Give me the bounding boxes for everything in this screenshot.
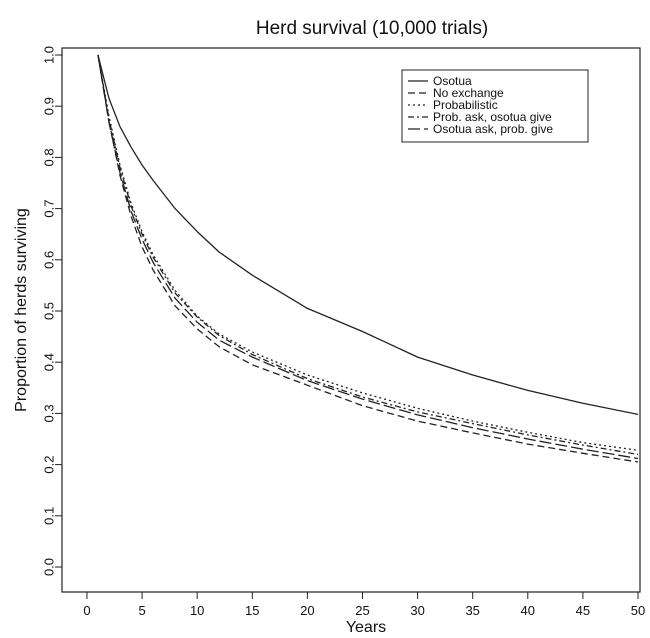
legend-label: Probabilistic <box>433 98 498 112</box>
axes: 0 5 10 15 20 25 30 35 40 45 50 0.0 0.1 0.2 0.3 0.4 0.5 0.… <box>42 46 646 618</box>
legend-box <box>401 69 589 143</box>
y-tick-label: 1.0 <box>42 46 57 64</box>
y-tick-label: 0.4 <box>42 353 57 371</box>
x-tick-label: 50 <box>631 603 645 618</box>
x-tick-label: 20 <box>300 603 314 618</box>
x-tick-label: 5 <box>138 603 145 618</box>
y-axis-label: Proportion of herds surviving <box>13 208 30 412</box>
series-line-1 <box>97 54 639 416</box>
legend-label: Prob. ask, osotua give <box>433 110 552 124</box>
legend-label: No exchange <box>433 86 504 100</box>
x-axis-label: Years <box>346 619 386 636</box>
x-tick-label: 0 <box>83 603 90 618</box>
y-tick-label: 0.6 <box>42 251 57 269</box>
x-tick-label: 45 <box>576 603 590 618</box>
legend-label: Osotua <box>433 74 472 88</box>
y-tick-label: 0.3 <box>42 404 57 422</box>
series-line-4 <box>97 54 639 456</box>
x-tick-label: 35 <box>465 603 479 618</box>
chart-title: Herd survival (10,000 trials) <box>256 18 488 39</box>
x-tick-label: 40 <box>521 603 535 618</box>
y-tick-label: 0.7 <box>42 200 57 218</box>
y-tick-label: 0.9 <box>42 97 57 115</box>
plot-frame <box>61 47 641 593</box>
x-tick-label: 15 <box>245 603 259 618</box>
x-tick-label: 25 <box>355 603 369 618</box>
x-tick-label: 10 <box>190 603 204 618</box>
legend-label: Osotua ask, prob. give <box>433 122 553 136</box>
y-tick-label: 0.0 <box>42 558 57 576</box>
series-line-3 <box>97 54 639 451</box>
series-lines <box>97 54 639 463</box>
series-line-5 <box>97 54 639 460</box>
x-tick-label: 30 <box>410 603 424 618</box>
y-tick-label: 0.5 <box>42 302 57 320</box>
y-tick-label: 0.1 <box>42 507 57 525</box>
series-line-2 <box>97 54 639 463</box>
y-tick-label: 0.2 <box>42 456 57 474</box>
y-tick-label: 0.8 <box>42 148 57 166</box>
